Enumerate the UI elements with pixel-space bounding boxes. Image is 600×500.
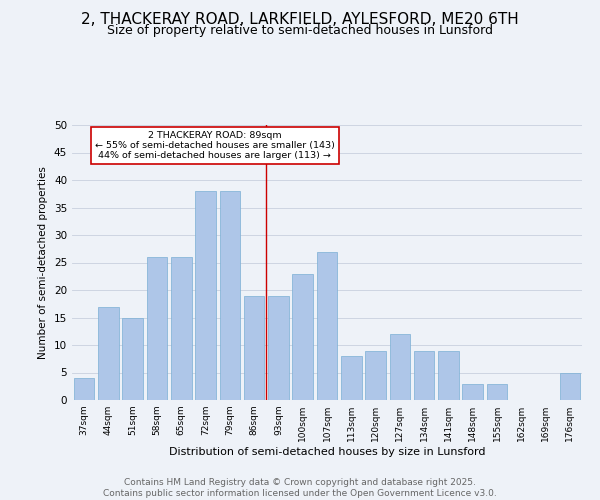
- Text: Contains HM Land Registry data © Crown copyright and database right 2025.
Contai: Contains HM Land Registry data © Crown c…: [103, 478, 497, 498]
- Bar: [365, 350, 386, 400]
- X-axis label: Distribution of semi-detached houses by size in Lunsford: Distribution of semi-detached houses by …: [169, 447, 485, 457]
- Bar: [122, 318, 143, 400]
- Bar: [292, 274, 313, 400]
- Text: Size of property relative to semi-detached houses in Lunsford: Size of property relative to semi-detach…: [107, 24, 493, 37]
- Bar: [414, 350, 434, 400]
- Bar: [220, 191, 240, 400]
- Bar: [560, 372, 580, 400]
- Bar: [74, 378, 94, 400]
- Text: 2 THACKERAY ROAD: 89sqm
← 55% of semi-detached houses are smaller (143)
44% of s: 2 THACKERAY ROAD: 89sqm ← 55% of semi-de…: [95, 130, 335, 160]
- Bar: [244, 296, 265, 400]
- Bar: [171, 257, 191, 400]
- Bar: [438, 350, 459, 400]
- Bar: [389, 334, 410, 400]
- Bar: [268, 296, 289, 400]
- Bar: [487, 384, 508, 400]
- Bar: [98, 306, 119, 400]
- Text: 2, THACKERAY ROAD, LARKFIELD, AYLESFORD, ME20 6TH: 2, THACKERAY ROAD, LARKFIELD, AYLESFORD,…: [81, 12, 519, 28]
- Y-axis label: Number of semi-detached properties: Number of semi-detached properties: [38, 166, 49, 359]
- Bar: [317, 252, 337, 400]
- Bar: [146, 257, 167, 400]
- Bar: [463, 384, 483, 400]
- Bar: [195, 191, 216, 400]
- Bar: [341, 356, 362, 400]
